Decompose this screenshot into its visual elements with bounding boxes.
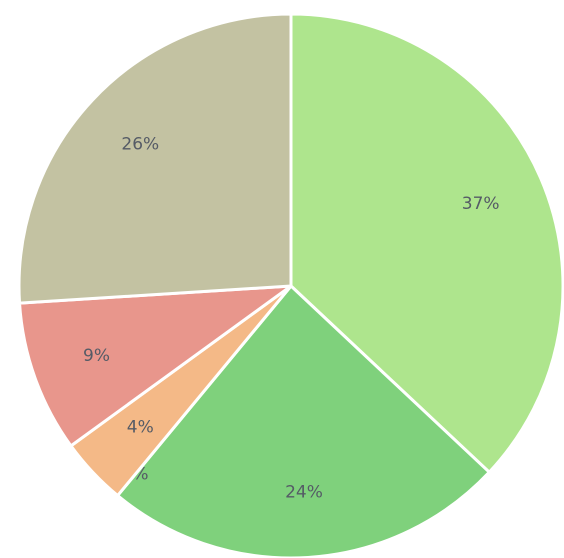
pie-slice-label-5: 26% bbox=[121, 135, 159, 155]
pie-slice-0 bbox=[289, 12, 564, 474]
pie-slice-4 bbox=[18, 284, 293, 448]
pie-slice-label-4: 9% bbox=[83, 346, 110, 366]
pie-slice-label-1: 24% bbox=[285, 482, 323, 502]
pie-slice-label-0: 37% bbox=[462, 194, 500, 214]
pie-slice-5 bbox=[17, 12, 293, 305]
pie-slice-label-3: 4% bbox=[127, 418, 154, 438]
pie-slice-1 bbox=[116, 284, 491, 558]
